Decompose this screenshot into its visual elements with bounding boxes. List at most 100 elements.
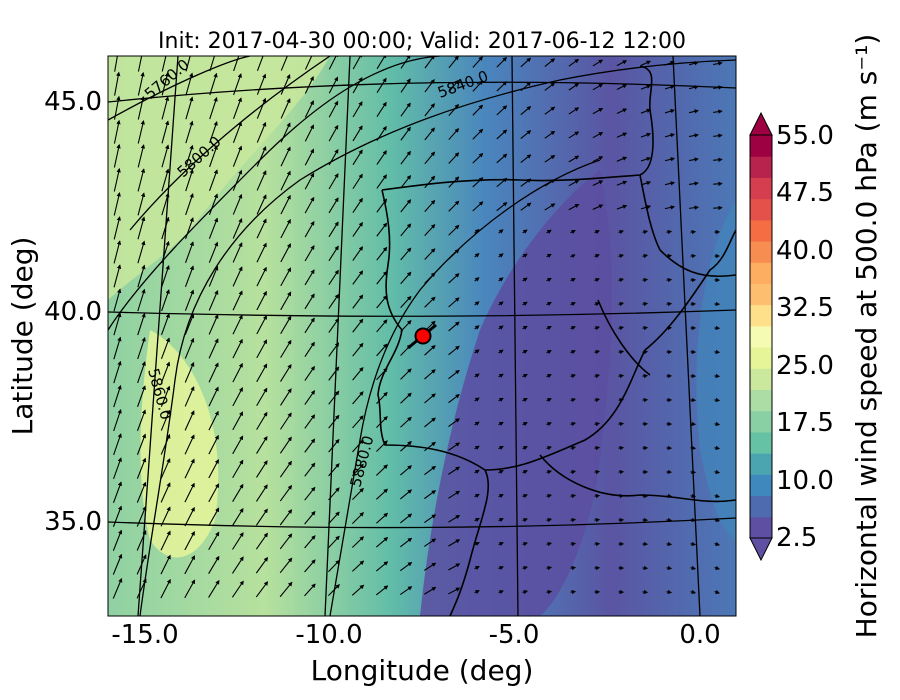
wind-arrow bbox=[161, 192, 170, 216]
wind-arrow bbox=[520, 130, 532, 140]
wind-arrow bbox=[616, 132, 628, 138]
wind-arrow bbox=[546, 589, 553, 595]
wind-arrow bbox=[161, 72, 170, 96]
wind-arrow bbox=[570, 517, 577, 523]
colorbar-tick-label: 17.5 bbox=[776, 408, 834, 438]
wind-arrow bbox=[498, 566, 504, 571]
wind-arrow bbox=[328, 511, 340, 525]
wind-arrow bbox=[546, 350, 552, 355]
wind-arrow bbox=[328, 584, 340, 596]
wind-arrow bbox=[496, 81, 508, 92]
wind-arrow bbox=[209, 121, 218, 144]
wind-arrow bbox=[570, 397, 576, 403]
wind-arrow bbox=[688, 61, 699, 66]
wind-arrow bbox=[328, 559, 340, 573]
wind-arrow bbox=[304, 269, 315, 286]
wind-arrow bbox=[185, 168, 194, 192]
colorbar-segment bbox=[750, 325, 772, 348]
wind-arrow bbox=[594, 254, 600, 259]
wind-arrow bbox=[448, 128, 460, 140]
wind-arrow bbox=[424, 224, 436, 236]
wind-arrow bbox=[304, 365, 315, 381]
wind-arrow bbox=[474, 301, 480, 306]
jet-streak-north bbox=[108, 56, 330, 300]
wind-arrow bbox=[690, 565, 697, 571]
wind-arrow bbox=[160, 433, 171, 455]
wind-arrow bbox=[522, 589, 529, 595]
wind-arrow bbox=[570, 278, 576, 283]
wind-arrow bbox=[160, 530, 171, 551]
wind-arrow bbox=[376, 150, 387, 165]
wind-arrow bbox=[642, 589, 649, 595]
wind-arrow bbox=[664, 60, 675, 66]
wind-arrow bbox=[376, 56, 387, 70]
wind-arrow bbox=[328, 173, 339, 190]
wind-arrow bbox=[546, 422, 552, 427]
wind-arrow bbox=[400, 56, 411, 69]
wind-arrow bbox=[352, 463, 364, 477]
wind-arrow bbox=[209, 96, 218, 120]
wind-arrow bbox=[304, 414, 316, 429]
wind-arrow bbox=[232, 459, 244, 479]
wind-arrow bbox=[184, 458, 195, 479]
wind-arrow bbox=[690, 469, 697, 475]
wind-arrow bbox=[184, 506, 195, 527]
wind-arrow bbox=[400, 223, 412, 237]
wind-arrow bbox=[640, 60, 652, 66]
wind-arrow bbox=[474, 397, 480, 402]
wind-arrow bbox=[642, 277, 649, 283]
wind-arrow bbox=[522, 494, 528, 499]
wind-arrow bbox=[594, 493, 601, 499]
colorbar-segment bbox=[750, 410, 772, 433]
wind-arrow bbox=[209, 56, 216, 72]
wind-arrow bbox=[136, 578, 147, 599]
wind-arrow bbox=[424, 175, 436, 189]
wind-arrow bbox=[424, 296, 436, 308]
wind-arrow bbox=[592, 156, 604, 163]
wind-arrow bbox=[594, 325, 600, 331]
wind-arrow bbox=[592, 204, 604, 210]
wind-arrow bbox=[279, 557, 293, 574]
wind-arrow bbox=[184, 531, 195, 551]
wind-arrow bbox=[113, 192, 121, 216]
wind-arrow bbox=[522, 565, 529, 571]
wind-arrow bbox=[520, 202, 532, 211]
wind-arrow bbox=[666, 517, 673, 523]
wind-arrow bbox=[424, 417, 436, 428]
wind-arrow bbox=[136, 530, 147, 551]
wind-arrow bbox=[279, 460, 292, 478]
wind-arrow bbox=[448, 321, 460, 332]
wind-arrow bbox=[618, 277, 625, 283]
wind-arrow bbox=[352, 439, 364, 453]
wind-arrow bbox=[375, 512, 389, 524]
wind-arrow bbox=[618, 421, 625, 427]
wind-arrow bbox=[496, 129, 508, 140]
wind-arrow bbox=[618, 253, 624, 259]
wind-arrow bbox=[136, 505, 147, 527]
y-axis: 45.0 40.0 35.0 Latitude (deg) bbox=[6, 87, 102, 537]
wind-arrow bbox=[185, 217, 194, 240]
wind-arrow bbox=[137, 95, 145, 120]
wind-arrow bbox=[208, 579, 220, 598]
map-title: Init: 2017-04-30 00:00; Valid: 2017-06-1… bbox=[158, 29, 686, 54]
wind-arrow bbox=[352, 415, 364, 429]
wind-arrow bbox=[472, 80, 484, 92]
wind-arrow bbox=[399, 586, 413, 596]
wind-arrow bbox=[279, 509, 293, 526]
wind-arrow bbox=[328, 197, 339, 214]
wind-arrow bbox=[522, 446, 528, 451]
wind-arrow bbox=[714, 517, 721, 523]
wind-arrow bbox=[448, 394, 460, 404]
wind-arrow bbox=[232, 217, 243, 239]
wind-arrow bbox=[713, 133, 723, 138]
wind-arrow bbox=[161, 240, 170, 264]
wind-arrow bbox=[304, 486, 316, 501]
colorbar-segment bbox=[750, 198, 772, 221]
wind-arrow bbox=[474, 469, 480, 474]
wind-arrow bbox=[448, 200, 460, 212]
wind-arrow bbox=[208, 338, 219, 359]
wind-arrow bbox=[690, 541, 697, 547]
wind-arrow bbox=[592, 107, 604, 115]
wind-arrow bbox=[185, 96, 194, 120]
wind-arrow bbox=[255, 532, 268, 550]
